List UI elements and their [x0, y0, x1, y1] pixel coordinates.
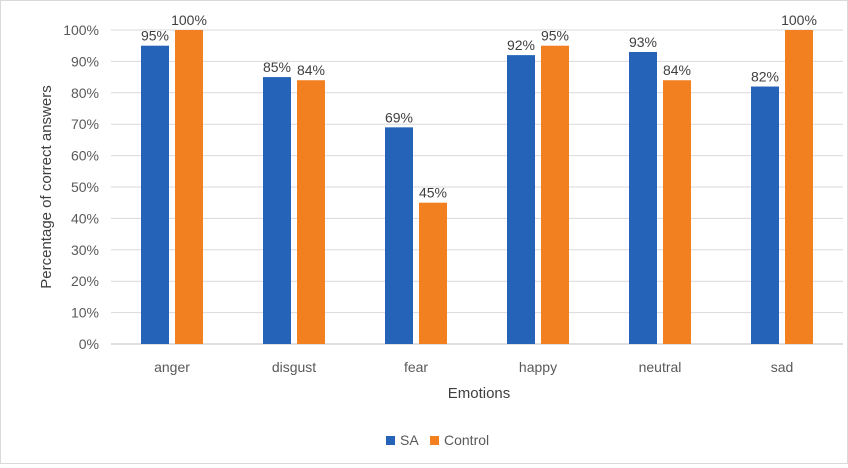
x-axis-ticks: anger disgust fear happy neutral sad	[154, 359, 793, 375]
bar-control-happy	[541, 45, 569, 344]
data-label-control-disgust: 84%	[297, 62, 325, 78]
x-tick-label: neutral	[639, 359, 682, 375]
x-tick-label: anger	[154, 359, 190, 375]
bar-sa-fear	[385, 127, 413, 344]
data-label-sa-disgust: 85%	[263, 59, 291, 75]
x-tick-label: fear	[404, 359, 428, 375]
x-tick-label: sad	[771, 359, 794, 375]
legend-swatch-sa	[386, 436, 395, 445]
bar-control-disgust	[297, 80, 325, 345]
data-label-sa-happy: 92%	[507, 37, 535, 53]
bar-control-sad	[785, 30, 813, 344]
y-tick-label: 10%	[71, 305, 99, 321]
data-label-sa-neutral: 93%	[629, 34, 657, 50]
bar-control-fear	[419, 202, 447, 344]
data-label-control-neutral: 84%	[663, 62, 691, 78]
bar-sa-neutral	[629, 51, 657, 344]
gridlines	[111, 29, 843, 345]
bar-control-anger	[175, 30, 203, 344]
y-tick-label: 60%	[71, 148, 99, 164]
y-tick-label: 0%	[79, 336, 99, 352]
x-axis-title: Emotions	[448, 385, 511, 402]
y-tick-label: 40%	[71, 210, 99, 226]
bar-control-neutral	[663, 80, 691, 345]
y-axis-ticks: 0% 10% 20% 30% 40% 50% 60% 70% 80% 90% 100%	[63, 22, 99, 352]
x-tick-label: disgust	[272, 359, 316, 375]
bar-sa-anger	[141, 45, 169, 344]
bars	[141, 30, 813, 345]
y-tick-label: 80%	[71, 85, 99, 101]
y-tick-label: 50%	[71, 179, 99, 195]
y-tick-label: 70%	[71, 116, 99, 132]
y-tick-label: 30%	[71, 242, 99, 258]
bar-sa-sad	[751, 86, 779, 345]
bar-sa-happy	[507, 55, 535, 345]
data-label-sa-fear: 69%	[385, 109, 413, 125]
data-label-control-anger: 100%	[171, 12, 207, 28]
legend-label-sa: SA	[400, 432, 419, 448]
x-tick-label: happy	[519, 359, 557, 375]
legend: SA Control	[386, 432, 489, 448]
y-axis-title: Percentage of correct answers	[38, 85, 55, 288]
y-tick-label: 20%	[71, 273, 99, 289]
legend-swatch-control	[430, 436, 439, 445]
bar-sa-disgust	[263, 77, 291, 344]
data-label-sa-anger: 95%	[141, 28, 169, 44]
data-label-control-sad: 100%	[781, 12, 817, 28]
data-label-sa-sad: 82%	[751, 69, 779, 85]
data-labels: 95%100%85% 84%69%45%92%95% 93%84% 82%100%	[141, 12, 817, 201]
legend-label-control: Control	[444, 432, 489, 448]
y-tick-label: 90%	[71, 53, 99, 69]
y-tick-label: 100%	[63, 22, 99, 38]
data-label-control-fear: 45%	[419, 185, 447, 201]
data-label-control-happy: 95%	[541, 28, 569, 44]
